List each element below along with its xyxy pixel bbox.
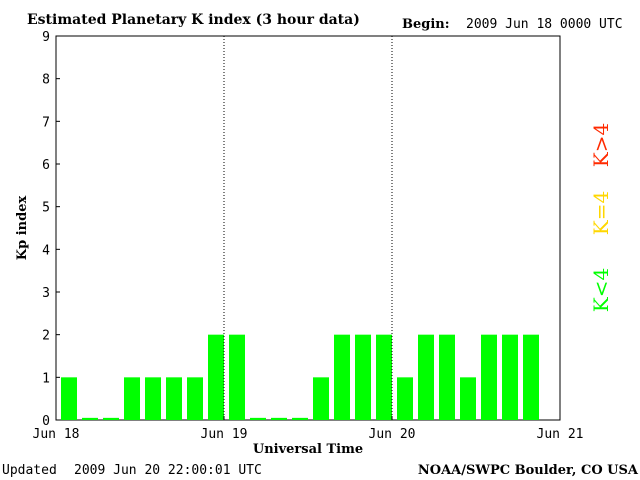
bars-group xyxy=(61,334,539,420)
begin-value: 2009 Jun 18 0000 UTC xyxy=(466,17,623,32)
kp-bar xyxy=(460,377,476,420)
y-tick-label: 9 xyxy=(42,30,50,45)
kp-bar xyxy=(523,334,539,420)
x-axis-label: Universal Time xyxy=(253,442,363,457)
legend-item: K=4 xyxy=(589,191,613,235)
kp-bar xyxy=(439,334,455,420)
legend-item: K>4 xyxy=(589,123,613,167)
kp-bar xyxy=(187,377,203,420)
kp-bar xyxy=(61,377,77,420)
y-tick-label: 3 xyxy=(42,286,50,301)
plot-frame xyxy=(55,35,561,421)
y-axis-label: Kp index xyxy=(15,196,30,261)
kp-bar xyxy=(481,334,497,420)
x-tick-label: Jun 21 xyxy=(537,427,584,442)
kp-bar xyxy=(250,417,266,420)
x-tick-label: Jun 18 xyxy=(33,427,80,442)
kp-bar xyxy=(166,377,182,420)
y-tick-label: 5 xyxy=(42,201,50,216)
x-tick-label: Jun 19 xyxy=(201,427,248,442)
legend-item: K<4 xyxy=(589,268,613,312)
day-separators xyxy=(223,36,393,420)
y-tick-label: 6 xyxy=(42,158,50,173)
kp-bar xyxy=(82,417,98,420)
y-tick-label: 2 xyxy=(42,329,50,344)
begin-label: Begin: xyxy=(402,17,450,32)
y-tick-label: 4 xyxy=(42,243,50,258)
kp-bar xyxy=(145,377,161,420)
y-tick-label: 0 xyxy=(42,414,50,429)
y-axis-ticks: 0 1 2 3 4 5 6 7 8 9 xyxy=(42,30,60,429)
plot-area: 0 1 2 3 4 5 6 7 8 9 Jun 18 Jun 19 Jun 20 Jun 21 xyxy=(33,30,584,442)
kp-bar xyxy=(418,334,434,420)
kp-bar xyxy=(103,417,119,420)
kp-bar xyxy=(124,377,140,420)
kp-bar xyxy=(355,334,371,420)
kp-bar xyxy=(208,334,224,420)
y-tick-label: 1 xyxy=(42,371,50,386)
kp-bar xyxy=(229,334,245,420)
kp-bar xyxy=(502,334,518,420)
chart-title: Estimated Planetary K index (3 hour data… xyxy=(27,12,360,28)
y-tick-label: 8 xyxy=(42,73,50,88)
kp-bar xyxy=(271,417,287,420)
kp-bar xyxy=(292,417,308,420)
x-axis-ticks: Jun 18 Jun 19 Jun 20 Jun 21 xyxy=(33,416,584,442)
kp-bar xyxy=(376,334,392,420)
legend: K<4 K=4 K>4 xyxy=(589,123,613,312)
kp-bar xyxy=(397,377,413,420)
kp-bar xyxy=(313,377,329,420)
updated-label: Updated xyxy=(2,463,57,478)
x-tick-label: Jun 20 xyxy=(369,427,416,442)
y-tick-label: 7 xyxy=(42,115,50,130)
source-credit: NOAA/SWPC Boulder, CO USA xyxy=(418,463,639,478)
updated-value: 2009 Jun 20 22:00:01 UTC xyxy=(74,463,262,478)
kp-bar xyxy=(334,334,350,420)
